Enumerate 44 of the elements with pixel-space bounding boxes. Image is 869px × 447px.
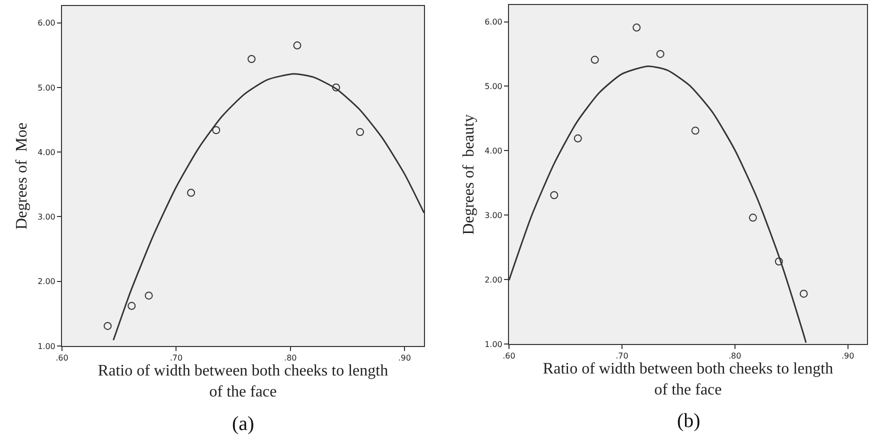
y-tick-label: 5.00 — [38, 83, 56, 92]
point — [691, 126, 700, 135]
point — [248, 55, 256, 63]
x-tick-label: .60 — [502, 352, 516, 361]
point — [550, 191, 558, 200]
x-tick-label: .80 — [284, 354, 297, 363]
y-tick-label: 4.00 — [484, 146, 502, 156]
y-axis-title: Degrees of Moe — [13, 122, 30, 230]
y-tick-label: 3.00 — [38, 212, 56, 222]
text: (b) — [677, 410, 700, 432]
point — [128, 302, 136, 310]
point — [187, 188, 196, 197]
x-tick-label: .70 — [170, 354, 183, 363]
point — [104, 322, 112, 330]
point — [293, 41, 302, 50]
point — [774, 258, 783, 266]
point — [656, 50, 664, 58]
point — [332, 83, 340, 92]
y-tick-label: 1.00 — [484, 340, 502, 349]
x-tick-label: .80 — [728, 352, 742, 361]
y-tick-label: 3.00 — [484, 210, 502, 220]
y-tick-label: 5.00 — [484, 82, 502, 92]
x-axis-title: Ratio of width between both cheeks to length of the face — [542, 360, 834, 398]
point — [800, 290, 808, 298]
x-axis-title: Ratio of width between both cheeks to length of the face — [98, 362, 388, 400]
point — [748, 214, 757, 222]
y-tick-label: 4.00 — [38, 148, 56, 157]
x-tick-label: .70 — [616, 352, 628, 361]
x-tick-label: .90 — [841, 352, 854, 361]
y-tick-label: 2.00 — [484, 275, 502, 284]
text: (a) — [232, 413, 254, 435]
y-tick-label: 2.00 — [38, 277, 56, 286]
point — [144, 292, 153, 300]
y-tick-label: 6.00 — [38, 18, 56, 28]
point — [590, 56, 599, 64]
y-tick-label: 6.00 — [484, 18, 502, 27]
y-tick-label: 1.00 — [38, 342, 56, 351]
point — [212, 126, 220, 134]
y-axis-title: Degrees of beauty — [460, 114, 478, 235]
point — [632, 24, 641, 32]
x-tick-label: .60 — [56, 354, 68, 363]
point — [574, 134, 582, 142]
point — [356, 128, 364, 136]
x-tick-label: .90 — [398, 354, 411, 363]
